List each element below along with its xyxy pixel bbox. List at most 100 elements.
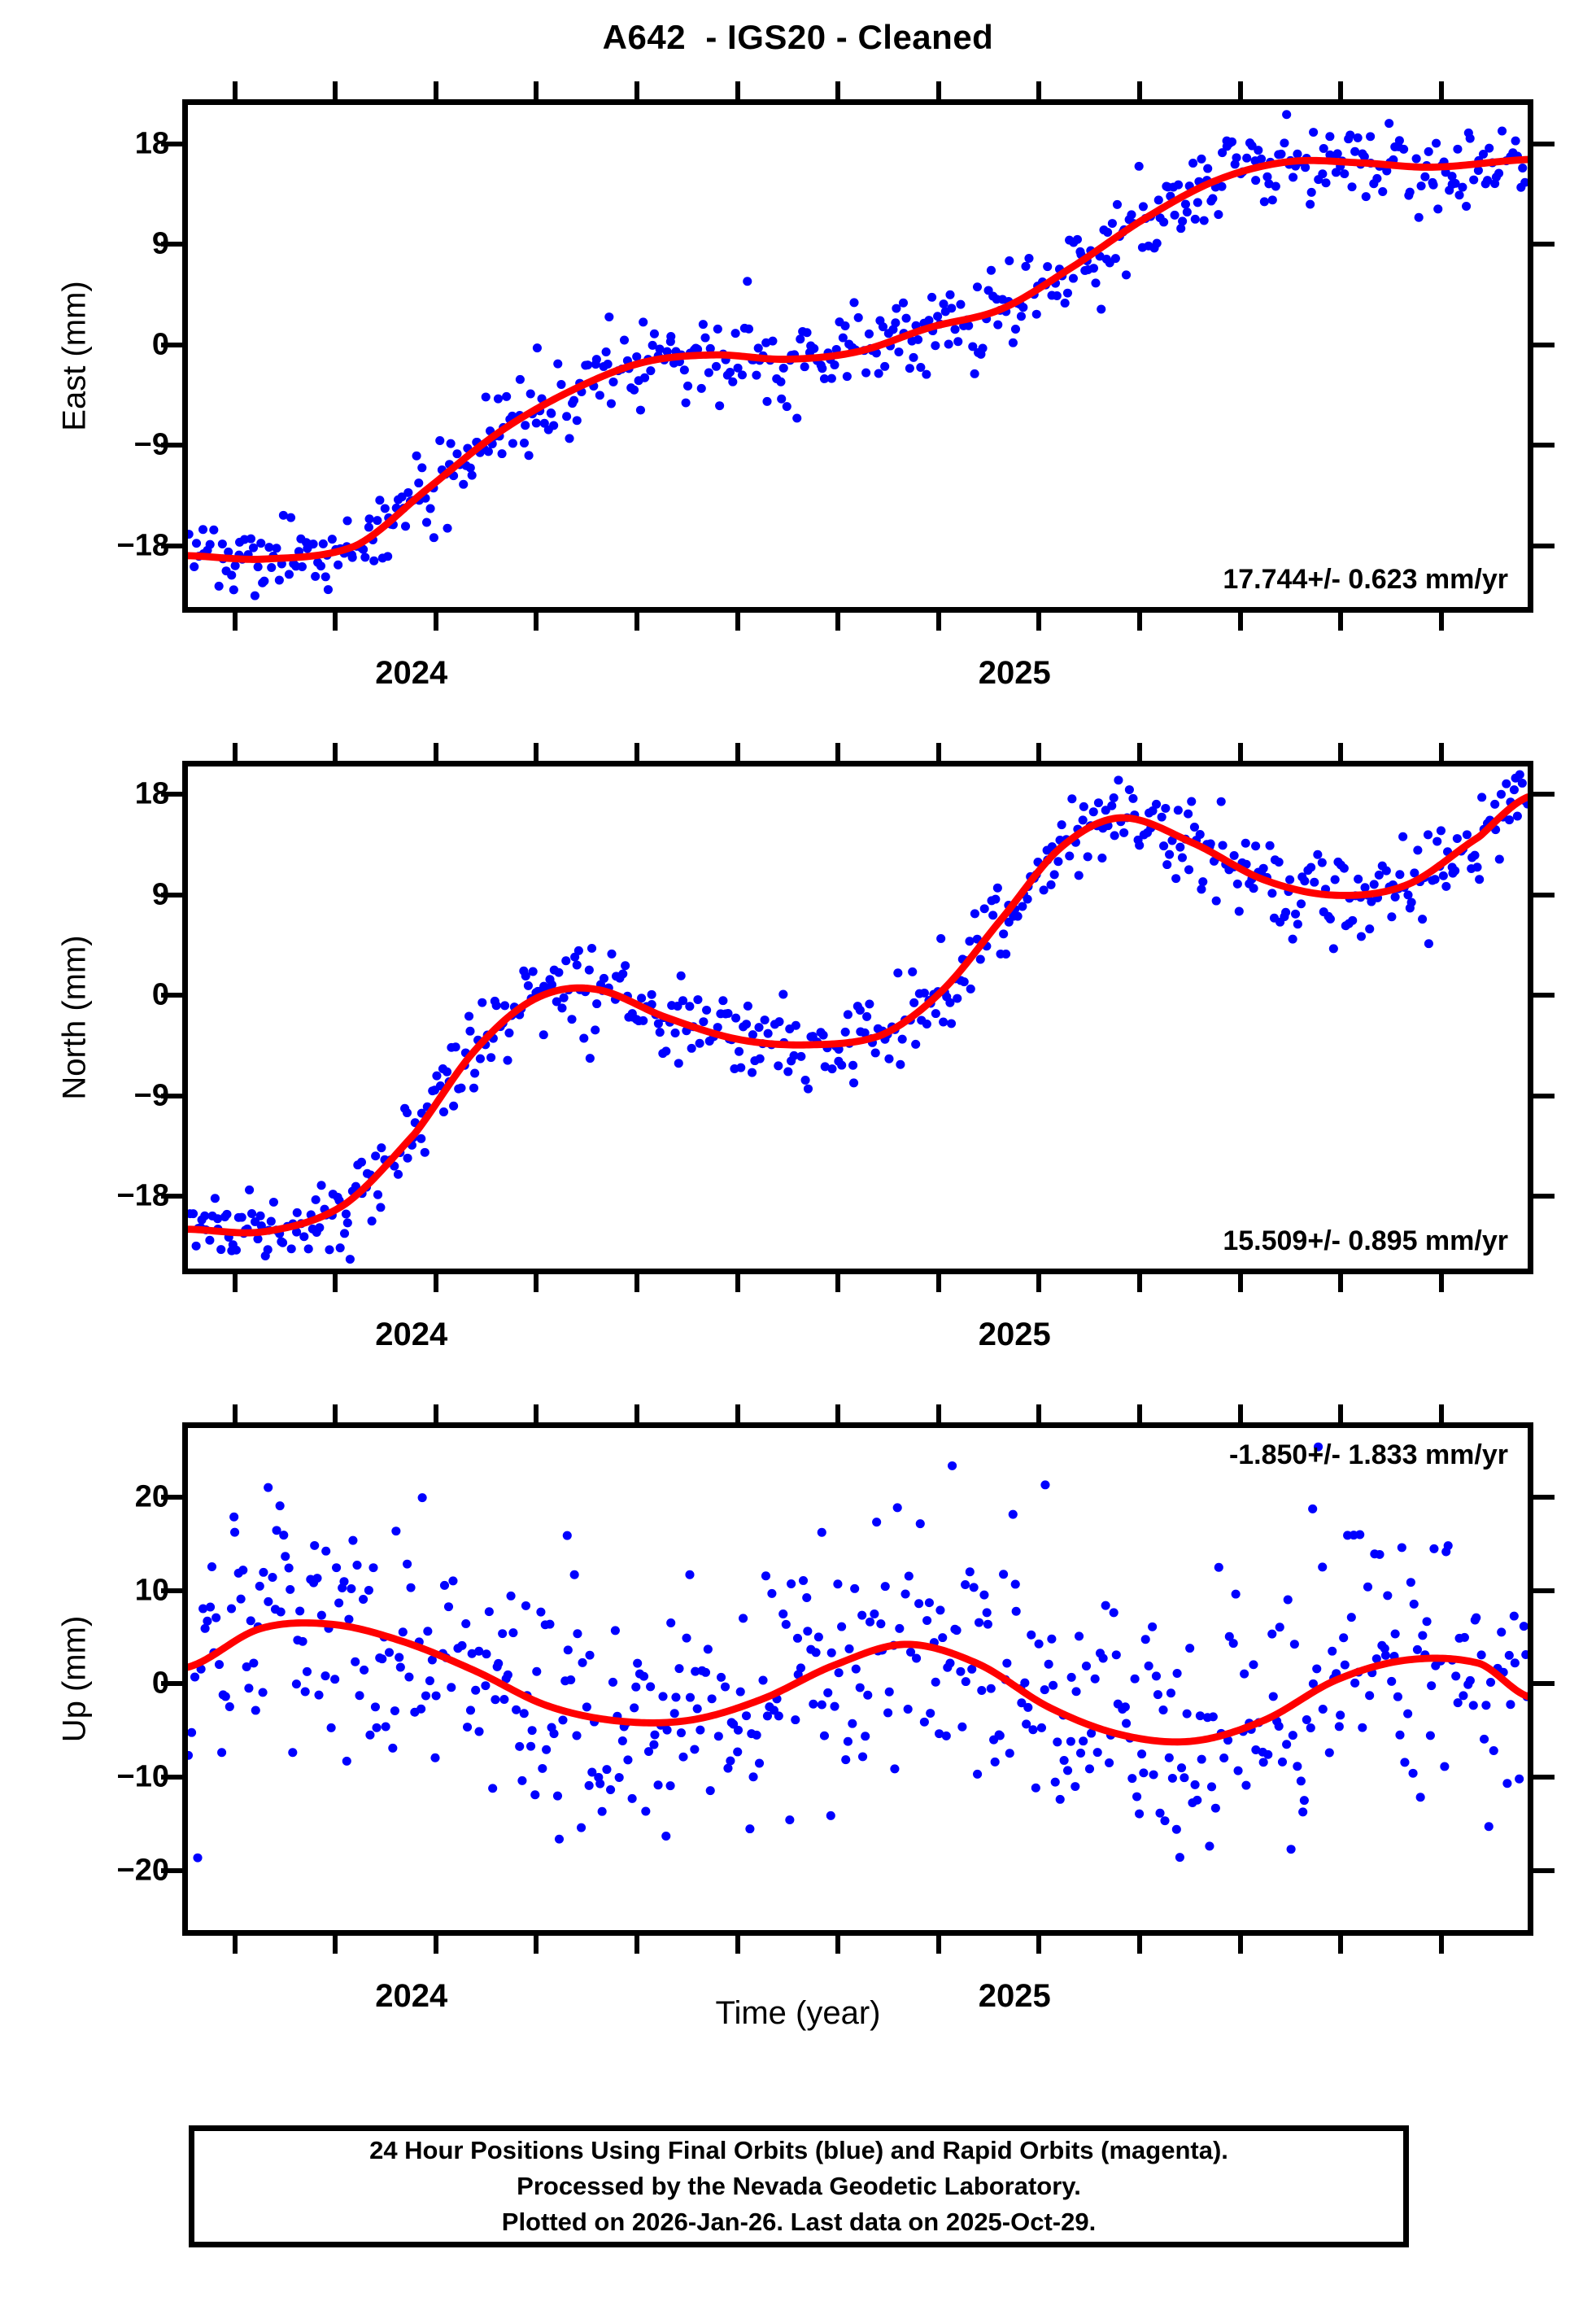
y-tick-label-up-1: 10 xyxy=(134,1573,169,1607)
panel-up: -1.850+/- 1.833 mm/yr 20 10 0 −10 −20 2024 2025… xyxy=(56,1404,1555,2014)
y-tick-right-north-1 xyxy=(1533,892,1555,898)
x-tick-top-up-0 xyxy=(232,1404,238,1422)
x-tick-top-up-3 xyxy=(534,1404,539,1422)
fit-line-east xyxy=(188,155,1528,563)
y-tick-east-3 xyxy=(161,443,182,448)
x-tick-top-north-6 xyxy=(835,743,841,761)
x-tick-top-north-10 xyxy=(1237,743,1243,761)
y-tick-label-north-2: 0 xyxy=(151,977,169,1012)
y-tick-label-up-3: −10 xyxy=(116,1759,169,1794)
x-tick-top-east-1 xyxy=(333,81,338,99)
x-tick-top-up-12 xyxy=(1438,1404,1444,1422)
y-tick-label-east-4: −18 xyxy=(116,528,169,563)
y-tick-right-east-3 xyxy=(1533,443,1555,448)
y-tick-up-4 xyxy=(161,1867,182,1873)
x-tick-top-up-1 xyxy=(333,1404,338,1422)
x-tick-top-east-7 xyxy=(935,81,941,99)
plot-frame-up: -1.850+/- 1.833 mm/yr xyxy=(182,1422,1533,1936)
y-tick-label-north-0: 18 xyxy=(134,776,169,811)
x-tick-top-east-11 xyxy=(1338,81,1344,99)
x-tick-east-9 xyxy=(1136,613,1142,631)
y-tick-north-3 xyxy=(161,1093,182,1098)
x-tick-top-north-11 xyxy=(1338,743,1344,761)
x-tick-top-north-1 xyxy=(333,743,338,761)
x-tick-top-east-6 xyxy=(835,81,841,99)
fit-line-up xyxy=(188,1619,1528,1746)
x-tick-top-east-2 xyxy=(433,81,438,99)
x-tick-north-5 xyxy=(735,1274,740,1292)
x-tick-top-north-3 xyxy=(534,743,539,761)
x-tick-up-12 xyxy=(1438,1936,1444,1954)
x-tick-east-4 xyxy=(634,613,639,631)
x-tick-north-9 xyxy=(1136,1274,1142,1292)
x-tick-east-1 xyxy=(333,613,338,631)
x-tick-up-0 xyxy=(232,1936,238,1954)
x-tick-north-12 xyxy=(1438,1274,1444,1292)
x-axis-label: Time (year) xyxy=(715,1995,881,2031)
x-tick-label-east-1: 2025 xyxy=(978,655,1051,691)
y-axis-label-up: Up (mm) xyxy=(55,1615,92,1743)
y-tick-label-up-2: 0 xyxy=(151,1666,169,1701)
y-tick-up-0 xyxy=(161,1494,182,1500)
y-tick-up-3 xyxy=(161,1774,182,1780)
footer-line-0: 24 Hour Positions Using Final Orbits (bl… xyxy=(369,2135,1228,2164)
x-tick-up-6 xyxy=(835,1936,841,1954)
y-tick-label-east-0: 18 xyxy=(134,126,169,161)
y-tick-label-east-1: 9 xyxy=(151,226,169,261)
x-tick-up-11 xyxy=(1338,1936,1344,1954)
x-tick-north-8 xyxy=(1036,1274,1042,1292)
rate-annotation-up: -1.850+/- 1.833 mm/yr xyxy=(1228,1439,1508,1470)
footer-caption-box: 24 Hour Positions Using Final Orbits (bl… xyxy=(189,2125,1409,2247)
fit-line-north xyxy=(188,793,1528,1237)
x-tick-top-east-12 xyxy=(1438,81,1444,99)
x-tick-up-3 xyxy=(534,1936,539,1954)
panel-east: 17.744+/- 0.623 mm/yr 18 9 0 −9 −18 2024 2025 Ea… xyxy=(56,81,1555,691)
x-tick-label-north-1: 2025 xyxy=(978,1317,1051,1352)
x-tick-label-north-0: 2024 xyxy=(375,1317,448,1352)
x-tick-north-11 xyxy=(1338,1274,1344,1292)
x-tick-top-north-12 xyxy=(1438,743,1444,761)
x-tick-east-3 xyxy=(534,613,539,631)
x-tick-east-6 xyxy=(835,613,841,631)
y-tick-right-up-0 xyxy=(1533,1494,1555,1500)
data-layer-north xyxy=(188,770,1528,1264)
x-tick-top-east-5 xyxy=(735,81,740,99)
x-tick-east-5 xyxy=(735,613,740,631)
x-tick-top-north-5 xyxy=(735,743,740,761)
x-tick-east-12 xyxy=(1438,613,1444,631)
x-tick-top-up-11 xyxy=(1338,1404,1344,1422)
x-tick-top-up-2 xyxy=(433,1404,438,1422)
footer-line-2: Plotted on 2026-Jan-26. Last data on 202… xyxy=(501,2208,1097,2236)
x-tick-top-up-7 xyxy=(935,1404,941,1422)
x-tick-top-east-10 xyxy=(1237,81,1243,99)
x-tick-label-up-0: 2024 xyxy=(375,1978,448,2014)
x-tick-north-7 xyxy=(935,1274,941,1292)
x-tick-top-up-4 xyxy=(634,1404,639,1422)
x-tick-top-north-8 xyxy=(1036,743,1042,761)
x-tick-north-10 xyxy=(1237,1274,1243,1292)
x-tick-top-east-0 xyxy=(232,81,238,99)
x-tick-east-7 xyxy=(935,613,941,631)
y-tick-right-up-2 xyxy=(1533,1681,1555,1687)
y-tick-right-up-4 xyxy=(1533,1867,1555,1873)
footer-line-1: Processed by the Nevada Geodetic Laborat… xyxy=(517,2171,1081,2200)
y-axis-label-east: East (mm) xyxy=(56,281,93,431)
x-tick-east-2 xyxy=(433,613,438,631)
x-tick-east-0 xyxy=(232,613,238,631)
x-tick-east-11 xyxy=(1338,613,1344,631)
x-tick-top-north-0 xyxy=(232,743,238,761)
y-tick-label-up-4: −20 xyxy=(116,1853,169,1888)
x-tick-north-4 xyxy=(634,1274,639,1292)
x-tick-top-east-9 xyxy=(1136,81,1142,99)
x-tick-up-10 xyxy=(1237,1936,1243,1954)
y-tick-right-north-2 xyxy=(1533,993,1555,998)
y-tick-label-north-4: −18 xyxy=(116,1178,169,1213)
x-tick-north-2 xyxy=(433,1274,438,1292)
y-tick-north-4 xyxy=(161,1193,182,1199)
plot-frame-north: 15.509+/- 0.895 mm/yr xyxy=(182,761,1533,1274)
x-tick-up-5 xyxy=(735,1936,740,1954)
rate-annotation-east: 17.744+/- 0.623 mm/yr xyxy=(1223,564,1508,595)
x-tick-top-north-7 xyxy=(935,743,941,761)
y-tick-label-up-0: 20 xyxy=(134,1479,169,1514)
y-tick-label-north-1: 9 xyxy=(151,877,169,912)
